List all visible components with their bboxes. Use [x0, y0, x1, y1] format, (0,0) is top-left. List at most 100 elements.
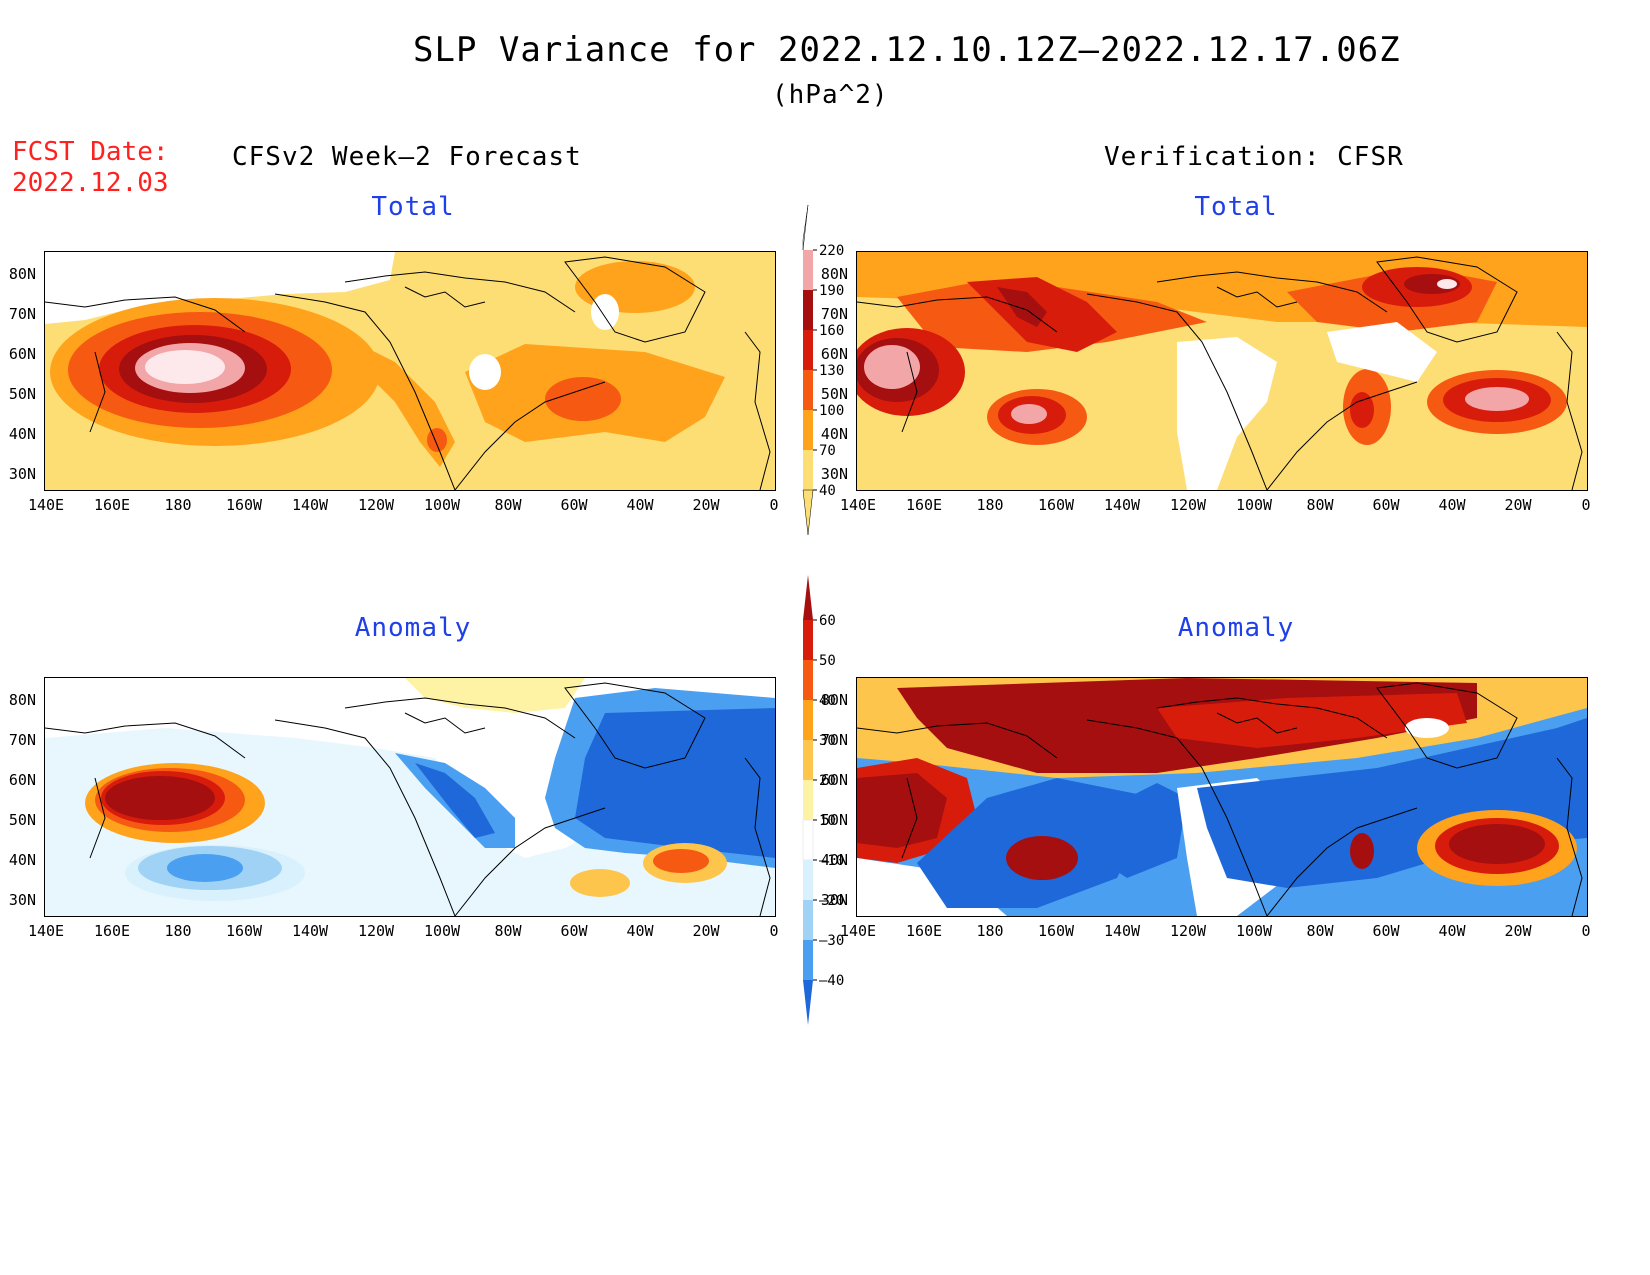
lon-label: 20W [1504, 922, 1532, 940]
lon-label: 100W [1235, 496, 1273, 514]
lon-label: 100W [1235, 922, 1273, 940]
lat-label: 30N [8, 891, 36, 909]
lon-label: 40W [626, 922, 654, 940]
panel-title-forecast-anomaly: Anomaly [354, 613, 472, 643]
lon-label: 20W [1504, 496, 1532, 514]
lat-label: 40N [8, 851, 36, 869]
lon-label: 160W [1037, 496, 1075, 514]
lat-label: 80N [820, 265, 848, 283]
lat-label: 50N [820, 811, 848, 829]
lat-label: 50N [8, 811, 36, 829]
colorbar-anomaly-label: –20 [819, 893, 845, 909]
lon-label: 160W [1037, 922, 1075, 940]
lat-label: 70N [8, 305, 36, 323]
lon-label: 140E [27, 496, 65, 514]
colorbar-total-label: 100 [819, 403, 845, 419]
colorbar-anomaly-label: 60 [819, 613, 836, 629]
lat-label: 70N [820, 305, 848, 323]
lon-label: 40W [1438, 922, 1466, 940]
lon-label: 120W [357, 922, 395, 940]
lon-label: 60W [560, 496, 588, 514]
lat-label: 80N [8, 691, 36, 709]
lat-label: 80N [8, 265, 36, 283]
lon-label: 80W [494, 922, 522, 940]
colorbar-total-label: 130 [819, 363, 845, 379]
lat-label: 30N [8, 465, 36, 483]
colorbar-anomaly-label: 50 [819, 653, 836, 669]
lat-label: 50N [8, 385, 36, 403]
lon-label: 0 [1581, 922, 1591, 940]
lat-label: 40N [820, 425, 848, 443]
forecast-header: CFSv2 Week–2 Forecast [232, 142, 582, 172]
colorbar-anomaly-label: 30 [819, 733, 836, 749]
lon-label: 140W [291, 922, 329, 940]
lon-label: 140W [291, 496, 329, 514]
colorbar-total-label: 40 [819, 483, 836, 499]
lon-label: 0 [769, 922, 779, 940]
lon-label: 180 [976, 922, 1004, 940]
lat-label: 70N [820, 731, 848, 749]
lon-label: 140E [27, 922, 65, 940]
map-forecast-anomaly [44, 677, 776, 917]
lon-label: 100W [423, 922, 461, 940]
lon-label: 140W [1103, 496, 1141, 514]
lat-label: 40N [820, 851, 848, 869]
lon-label: 0 [1581, 496, 1591, 514]
panel-title-verification-total: Total [1194, 192, 1278, 222]
lon-label: 20W [692, 922, 720, 940]
colorbar-anomaly-label: –40 [819, 973, 845, 989]
lon-label: 160W [225, 496, 263, 514]
panel-title-verification-anomaly: Anomaly [1177, 613, 1295, 643]
lat-label: 60N [8, 771, 36, 789]
map-verification-anomaly [856, 677, 1588, 917]
colorbar-anomaly-label: 40 [819, 693, 836, 709]
lon-label: 0 [769, 496, 779, 514]
colorbar-total-label: 160 [819, 323, 845, 339]
lat-label: 60N [8, 345, 36, 363]
lon-label: 60W [1372, 922, 1400, 940]
colorbar-anomaly-swatches [802, 575, 817, 1025]
colorbar-total: 220 190 160 130 100 70 40 [795, 204, 855, 536]
colorbar-anomaly-label: 10 [819, 813, 836, 829]
fcst-date-label: FCST Date: 2022.12.03 [12, 137, 169, 199]
lon-label: 40W [626, 496, 654, 514]
lon-label: 120W [357, 496, 395, 514]
fcst-date-caption: FCST Date: [12, 137, 169, 167]
lon-label: 60W [560, 922, 588, 940]
lon-label: 160E [905, 496, 943, 514]
lon-label: 180 [976, 496, 1004, 514]
lon-label: 120W [1169, 922, 1207, 940]
lat-label: 40N [8, 425, 36, 443]
lat-label: 60N [820, 771, 848, 789]
lon-label: 160W [225, 922, 263, 940]
lon-label: 160E [905, 922, 943, 940]
lon-label: 160E [93, 922, 131, 940]
colorbar-total-label: 70 [819, 443, 836, 459]
lon-label: 100W [423, 496, 461, 514]
lat-label: 80N [820, 691, 848, 709]
figure-title: SLP Variance for 2022.12.10.12Z–2022.12.… [413, 30, 1401, 70]
lat-label: 60N [820, 345, 848, 363]
lat-label: 70N [8, 731, 36, 749]
colorbar-total-swatches [802, 204, 817, 536]
lon-label: 180 [164, 922, 192, 940]
panel-title-forecast-total: Total [371, 192, 455, 222]
lat-label: 30N [820, 465, 848, 483]
lon-label: 140E [839, 496, 877, 514]
lon-label: 20W [692, 496, 720, 514]
verification-header: Verification: CFSR [1104, 142, 1404, 172]
lon-label: 80W [494, 496, 522, 514]
colorbar-anomaly-label: –30 [819, 933, 845, 949]
lon-label: 40W [1438, 496, 1466, 514]
lon-label: 160E [93, 496, 131, 514]
lon-label: 180 [164, 496, 192, 514]
colorbar-anomaly-label: 20 [819, 773, 836, 789]
lat-label: 50N [820, 385, 848, 403]
lon-label: 140E [839, 922, 877, 940]
map-forecast-total [44, 251, 776, 491]
colorbar-anomaly-label: –10 [819, 853, 845, 869]
colorbar-total-label: 220 [819, 243, 845, 259]
lon-label: 80W [1306, 922, 1334, 940]
lon-label: 60W [1372, 496, 1400, 514]
units-label: (hPa^2) [772, 80, 889, 110]
